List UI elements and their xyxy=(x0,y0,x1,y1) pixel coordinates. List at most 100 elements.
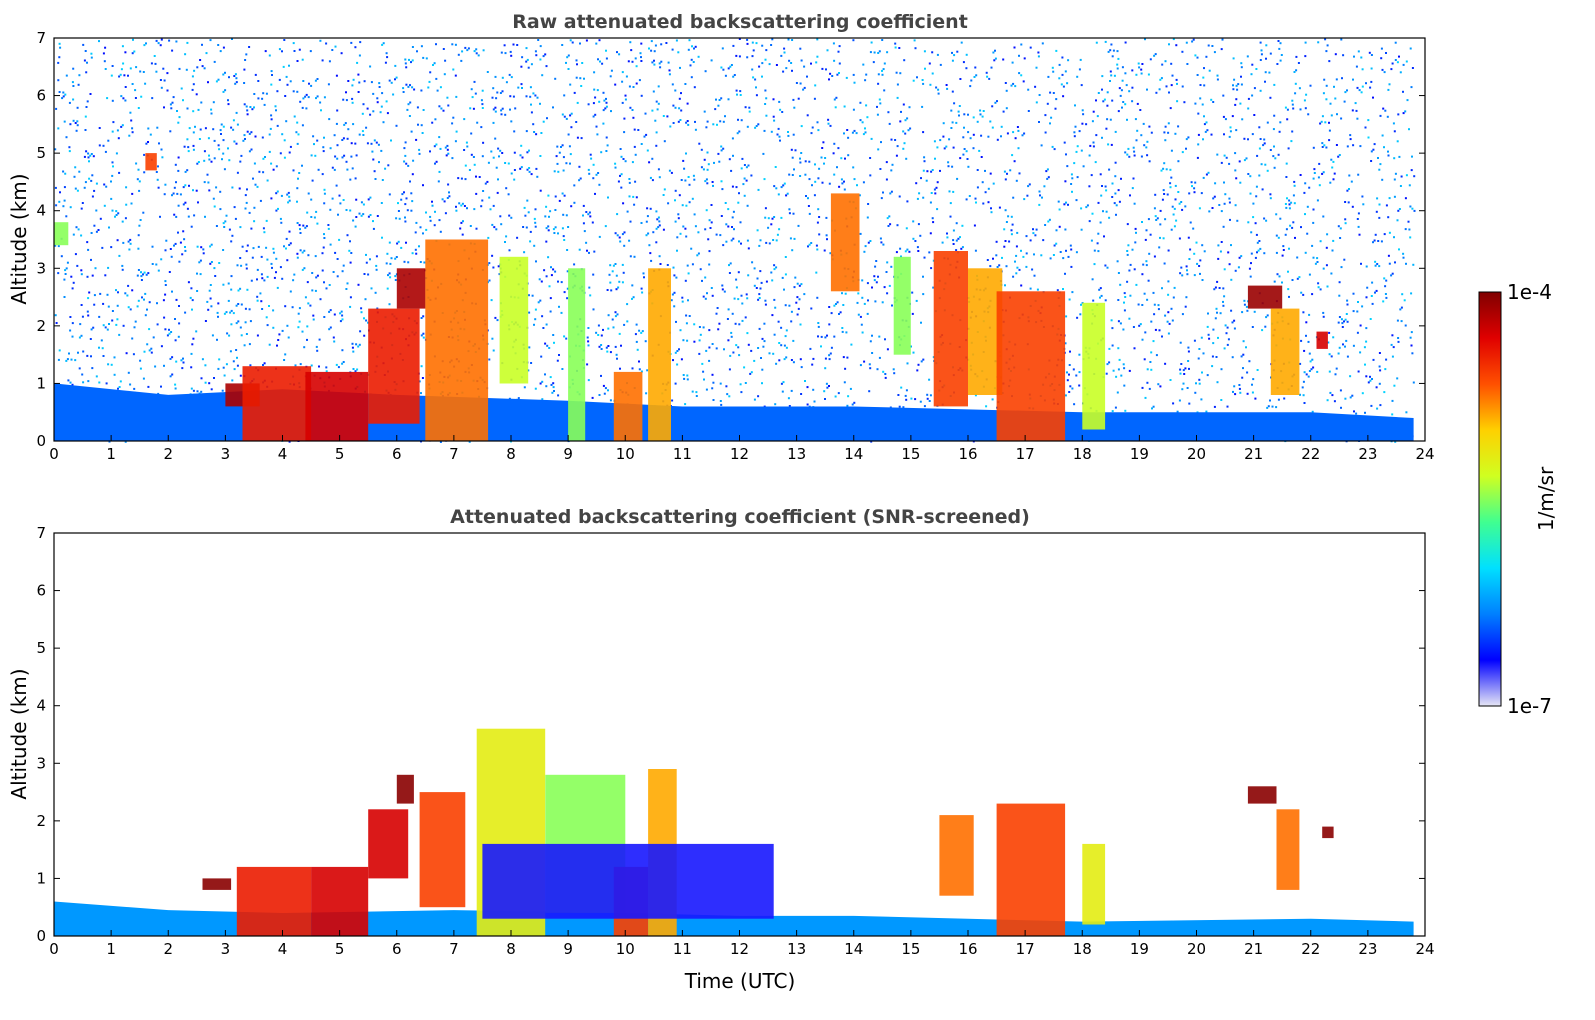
cloud-feature xyxy=(1247,786,1277,804)
y-axis-label: Altitude (km) xyxy=(7,173,31,304)
x-tick-label: 13 xyxy=(787,940,806,958)
x-tick-label: 12 xyxy=(730,445,749,463)
y-tick-label: 3 xyxy=(36,754,46,772)
x-tick-label: 20 xyxy=(1187,445,1206,463)
colorbar: 1e-4 1e-7 1/m/sr xyxy=(1478,280,1558,718)
x-tick-label: 18 xyxy=(1073,445,1092,463)
y-tick-label: 7 xyxy=(36,524,46,542)
cloud-feature xyxy=(499,256,529,384)
x-tick-label: 1 xyxy=(106,940,116,958)
cloud-feature xyxy=(996,803,1066,936)
cloud-feature xyxy=(1276,809,1300,890)
y-tick-label: 5 xyxy=(36,639,46,657)
cloud-feature xyxy=(613,371,643,441)
cloud-feature xyxy=(568,268,586,441)
x-tick-label: 17 xyxy=(1016,445,1035,463)
x-tick-label: 3 xyxy=(221,940,231,958)
x-tick-label: 4 xyxy=(278,940,288,958)
y-tick-label: 4 xyxy=(36,202,46,220)
heatmap-area xyxy=(54,38,1416,443)
cloud-feature xyxy=(939,815,974,896)
x-tick-label: 5 xyxy=(335,940,345,958)
x-tick-label: 22 xyxy=(1301,940,1320,958)
cloud-feature xyxy=(1082,843,1106,925)
x-tick-label: 19 xyxy=(1130,445,1149,463)
cloud-feature xyxy=(1082,302,1106,430)
x-tick-label: 9 xyxy=(563,445,573,463)
cloud-feature xyxy=(996,291,1066,441)
panel-title: Raw attenuated backscattering coefficien… xyxy=(512,11,968,33)
y-tick-label: 3 xyxy=(36,259,46,277)
y-tick-label: 1 xyxy=(36,869,46,887)
cloud-feature xyxy=(368,308,420,424)
y-tick-label: 5 xyxy=(36,144,46,162)
panel-title: Attenuated backscattering coefficient (S… xyxy=(450,506,1030,528)
x-tick-label: 22 xyxy=(1301,445,1320,463)
x-tick-label: 23 xyxy=(1358,445,1377,463)
colorbar-max-label: 1e-4 xyxy=(1507,280,1552,304)
cloud-feature xyxy=(311,866,369,936)
x-tick-label: 20 xyxy=(1187,940,1206,958)
x-axis-label: Time (UTC) xyxy=(684,969,796,993)
y-tick-label: 2 xyxy=(36,317,46,335)
cloud-feature xyxy=(893,256,911,355)
x-tick-label: 2 xyxy=(163,940,173,958)
y-tick-label: 7 xyxy=(36,29,46,47)
cloud-feature xyxy=(830,193,860,292)
x-tick-label: 8 xyxy=(506,940,516,958)
y-ticks: 0 1 2 3 4 5 6 7 xyxy=(36,524,1425,945)
cloud-feature xyxy=(1322,826,1334,839)
heatmap-area xyxy=(54,728,1414,936)
x-tick-label: 0 xyxy=(49,445,59,463)
x-tick-label: 9 xyxy=(563,940,573,958)
x-tick-label: 16 xyxy=(958,940,977,958)
x-tick-label: 24 xyxy=(1415,445,1434,463)
x-tick-label: 8 xyxy=(506,445,516,463)
cloud-feature xyxy=(1316,331,1328,349)
x-tick-label: 2 xyxy=(163,445,173,463)
y-tick-label: 6 xyxy=(36,582,46,600)
x-tick-label: 21 xyxy=(1244,445,1263,463)
x-tick-label: 1 xyxy=(106,445,116,463)
x-tick-label: 18 xyxy=(1073,940,1092,958)
y-ticks: 0 1 2 3 4 5 6 7 xyxy=(36,29,1425,450)
y-tick-label: 4 xyxy=(36,697,46,715)
x-tick-label: 19 xyxy=(1130,940,1149,958)
x-tick-label: 23 xyxy=(1358,940,1377,958)
y-tick-label: 0 xyxy=(36,432,46,450)
cloud-feature xyxy=(425,239,489,441)
x-tick-label: 3 xyxy=(221,445,231,463)
cloud-feature xyxy=(1270,308,1300,395)
x-tick-label: 6 xyxy=(392,445,402,463)
panel-snr-screened: Attenuated backscattering coefficient (S… xyxy=(7,506,1435,993)
cloud-feature xyxy=(368,809,409,879)
x-tick-label: 21 xyxy=(1244,940,1263,958)
colorbar-unit-label: 1/m/sr xyxy=(1534,466,1558,531)
x-tick-label: 10 xyxy=(616,445,635,463)
x-tick-label: 17 xyxy=(1016,940,1035,958)
cloud-feature xyxy=(242,366,312,441)
cloud-feature xyxy=(305,371,369,441)
cloud-feature xyxy=(54,222,69,246)
x-tick-label: 14 xyxy=(844,445,863,463)
x-tick-label: 0 xyxy=(49,940,59,958)
cloud-feature xyxy=(933,251,968,407)
x-tick-label: 24 xyxy=(1415,940,1434,958)
x-tick-label: 4 xyxy=(278,445,288,463)
x-tick-label: 12 xyxy=(730,940,749,958)
x-tick-label: 15 xyxy=(901,940,920,958)
cloud-feature xyxy=(236,866,312,936)
panel-raw: Raw attenuated backscattering coefficien… xyxy=(7,11,1435,463)
cloud-feature xyxy=(202,878,232,890)
cloud-feature xyxy=(482,843,774,919)
x-tick-label: 5 xyxy=(335,445,345,463)
x-tick-label: 14 xyxy=(844,940,863,958)
cloud-feature xyxy=(396,268,426,309)
colorbar-min-label: 1e-7 xyxy=(1507,694,1552,718)
y-tick-label: 6 xyxy=(36,87,46,105)
x-tick-label: 16 xyxy=(958,445,977,463)
y-tick-label: 0 xyxy=(36,927,46,945)
cloud-feature xyxy=(145,153,157,171)
cloud-feature xyxy=(968,268,1003,395)
